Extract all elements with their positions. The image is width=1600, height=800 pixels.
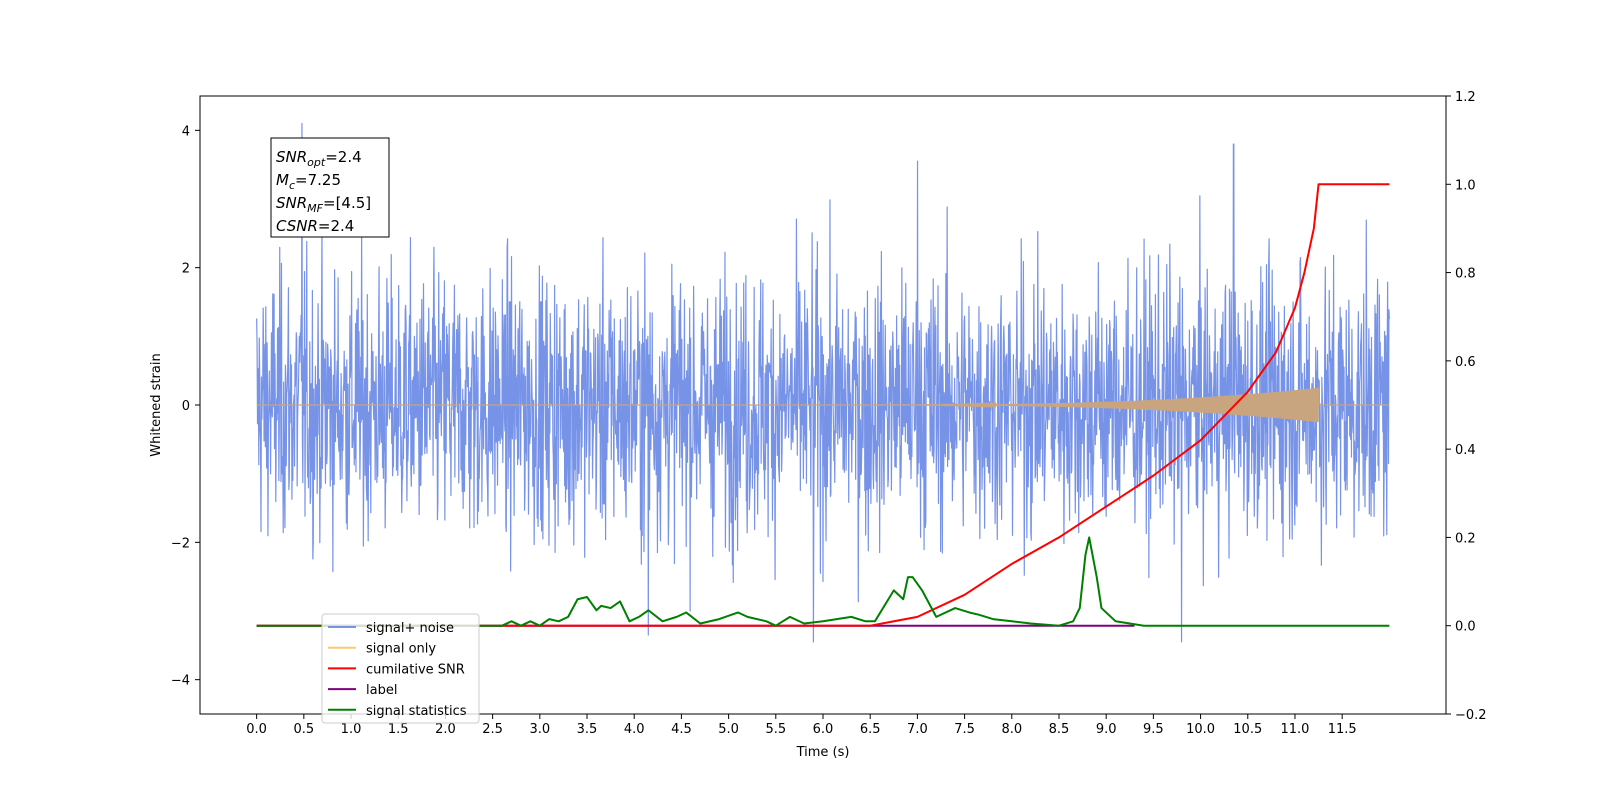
x-tick-label: 8.5 xyxy=(1049,722,1070,737)
y2-tick-label: 0.6 xyxy=(1455,355,1476,370)
legend-label: signal+ noise xyxy=(366,621,454,636)
x-tick-label: 0.0 xyxy=(246,722,267,737)
x-tick-label: 6.0 xyxy=(813,722,834,737)
legend-label: signal only xyxy=(366,642,436,657)
x-tick-label: 1.0 xyxy=(341,722,362,737)
series-signal-noise xyxy=(256,122,1390,643)
y-tick-label: −2 xyxy=(171,536,190,551)
annotation-line: CSNR=2.4 xyxy=(276,217,354,235)
y2-tick-label: 1.2 xyxy=(1455,90,1476,105)
x-axis-label: Time (s) xyxy=(796,745,850,760)
series-signal-only xyxy=(256,387,1390,423)
legend-label: signal statistics xyxy=(366,704,467,719)
series-cumulative-snr xyxy=(256,183,1390,627)
annotation-frame xyxy=(270,137,390,238)
axes-layer: 0.0 0.5 1.0 1.5 2.0 2.5 3.0 3.5 4.0 4.5 5.0 5.5 6.0 6… xyxy=(171,90,1487,737)
x-tick-label: 9.5 xyxy=(1143,722,1164,737)
y2-tick-label: 1.0 xyxy=(1455,178,1476,193)
y2-tick-label: 0.2 xyxy=(1455,531,1476,546)
y-tick-label: 2 xyxy=(182,262,190,277)
y2-tick-label: 0.8 xyxy=(1455,267,1476,282)
x-tick-label: 11.0 xyxy=(1280,722,1309,737)
x-tick-label: 8.0 xyxy=(1001,722,1022,737)
x-tick-label: 0.5 xyxy=(293,722,314,737)
y2-tick-label: −0.2 xyxy=(1455,708,1487,723)
annotation-line: Mc=7.25 xyxy=(276,171,341,192)
y-tick-label: −4 xyxy=(171,674,190,689)
x-tick-label: 6.5 xyxy=(860,722,881,737)
legend-label: cumilative SNR xyxy=(366,662,465,677)
x-tick-label: 5.0 xyxy=(718,722,739,737)
x-tick-label: 10.0 xyxy=(1186,722,1215,737)
y2-tick-label: 0.0 xyxy=(1455,620,1476,635)
x-tick-label: 7.5 xyxy=(954,722,975,737)
series-signal-statistics xyxy=(256,536,1390,627)
x-tick-label: 2.0 xyxy=(435,722,456,737)
y-axis-label: Whitened strain xyxy=(149,353,164,456)
legend-frame xyxy=(321,613,480,724)
annotation-line: SNRMF=[4.5] xyxy=(276,194,371,215)
x-tick-label: 3.0 xyxy=(529,722,550,737)
annotation-line: SNRopt=2.4 xyxy=(276,148,362,169)
x-tick-label: 9.0 xyxy=(1096,722,1117,737)
x-tick-label: 5.5 xyxy=(765,722,786,737)
legend: signal+ noise signal only cumilative SNR la… xyxy=(321,613,480,724)
y-tick-label: 0 xyxy=(182,399,190,414)
x-tick-label: 1.5 xyxy=(388,722,409,737)
y2-tick-label: 0.4 xyxy=(1455,443,1476,458)
x-tick-label: 10.5 xyxy=(1233,722,1262,737)
x-tick-label: 3.5 xyxy=(577,722,598,737)
legend-label: label xyxy=(366,683,397,698)
x-tick-label: 11.5 xyxy=(1328,722,1357,737)
x-tick-label: 7.0 xyxy=(907,722,928,737)
x-tick-label: 4.0 xyxy=(624,722,645,737)
y-tick-label: 4 xyxy=(182,124,190,139)
x-tick-label: 2.5 xyxy=(482,722,503,737)
x-tick-label: 4.5 xyxy=(671,722,692,737)
